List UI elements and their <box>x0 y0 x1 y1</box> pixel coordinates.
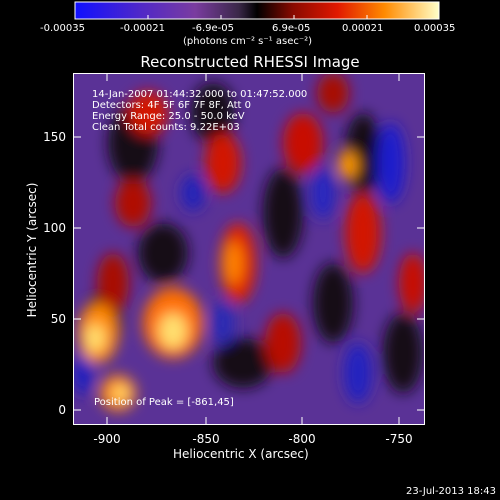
image-title: Reconstructed RHESSI Image <box>140 53 360 71</box>
y-tick-label: 100 <box>43 221 66 235</box>
x-tick-label: -850 <box>192 432 220 446</box>
colorbar <box>74 1 440 20</box>
info-energy-range: Energy Range: 25.0 - 50.0 keV <box>92 111 245 122</box>
rhessi-image <box>73 73 425 425</box>
colorbar-tick-label: -6.9e-05 <box>192 23 234 34</box>
colorbar-tick-label: 6.9e-05 <box>272 23 311 34</box>
y-tick-label: 50 <box>50 312 66 326</box>
y-axis-label: Heliocentric Y (arcsec) <box>25 182 39 318</box>
x-axis-label: Heliocentric X (arcsec) <box>173 447 309 461</box>
colorbar-tick-label: 0.00021 <box>342 23 384 34</box>
x-tick-label: -900 <box>93 432 121 446</box>
peak-position-label: Position of Peak = [-861,45] <box>94 397 234 408</box>
colorbar-tick-label: -0.00021 <box>120 23 165 34</box>
info-clean-counts: Clean Total counts: 9.22E+03 <box>92 122 240 133</box>
info-time-range: 14-Jan-2007 01:44:32.000 to 01:47:52.000 <box>92 89 308 100</box>
y-tick-label: 150 <box>43 130 66 144</box>
x-tick-label: -800 <box>288 432 316 446</box>
y-tick-label: 0 <box>58 403 66 417</box>
colorbar-tick-label: 0.00035 <box>414 23 456 34</box>
x-tick-label: -750 <box>385 432 413 446</box>
colorbar-units: (photons cm⁻² s⁻¹ asec⁻²) <box>183 36 313 47</box>
info-detectors: Detectors: 4F 5F 6F 7F 8F, Att 0 <box>92 100 252 111</box>
colorbar-tick-label: -0.00035 <box>40 23 85 34</box>
plot-datestamp: 23-Jul-2013 18:43 <box>405 486 496 497</box>
